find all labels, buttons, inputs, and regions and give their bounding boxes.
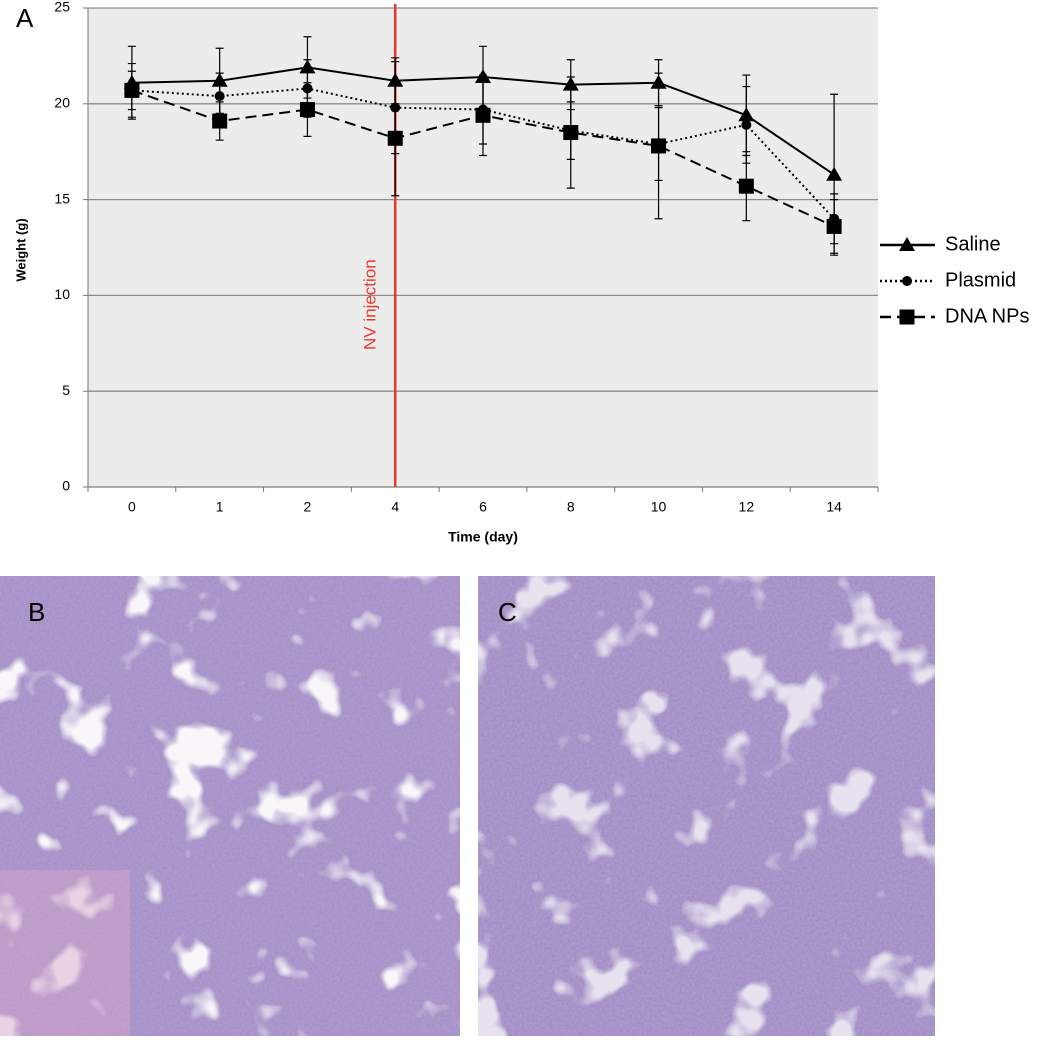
- x-tick-label: 0: [128, 499, 136, 515]
- legend-label: Saline: [945, 233, 1001, 255]
- x-axis-label: Time (day): [448, 529, 518, 545]
- x-tick-label: 2: [304, 499, 312, 515]
- data-point: [826, 166, 843, 181]
- y-tick-label: 5: [62, 382, 70, 398]
- x-tick-label: 8: [567, 499, 575, 515]
- data-point: [214, 91, 225, 102]
- legend-label: DNA NPs: [945, 305, 1029, 327]
- histology-c: [478, 576, 935, 1036]
- panel-label: A: [16, 3, 34, 33]
- data-point: [475, 107, 491, 123]
- legend-marker: [902, 276, 912, 286]
- x-tick-label: 1: [216, 499, 224, 515]
- legend-label: Plasmid: [945, 269, 1016, 291]
- data-point: [826, 218, 842, 234]
- data-point: [124, 82, 140, 98]
- y-tick-label: 0: [62, 478, 70, 494]
- y-axis-label: Weight (g): [13, 218, 28, 281]
- annotation-text: NV injection: [361, 259, 380, 350]
- x-tick-label: 6: [479, 499, 487, 515]
- panel-label: C: [498, 597, 517, 627]
- y-tick-label: 15: [54, 190, 70, 206]
- x-tick-label: 4: [391, 499, 399, 515]
- data-point: [741, 119, 752, 130]
- legend-marker: [899, 237, 915, 251]
- y-tick-label: 20: [54, 95, 70, 111]
- data-point: [299, 102, 315, 118]
- data-point: [563, 125, 579, 141]
- legend-marker: [899, 309, 915, 325]
- y-tick-label: 25: [54, 0, 70, 15]
- x-tick-label: 12: [739, 499, 755, 515]
- y-tick-label: 10: [54, 286, 70, 302]
- data-point: [387, 130, 403, 146]
- data-point: [651, 138, 667, 154]
- data-point: [212, 113, 228, 129]
- panel-label: B: [28, 597, 45, 627]
- data-point: [738, 178, 754, 194]
- x-tick-label: 14: [826, 499, 842, 515]
- x-tick-label: 10: [651, 499, 667, 515]
- histology-b: [0, 576, 460, 1036]
